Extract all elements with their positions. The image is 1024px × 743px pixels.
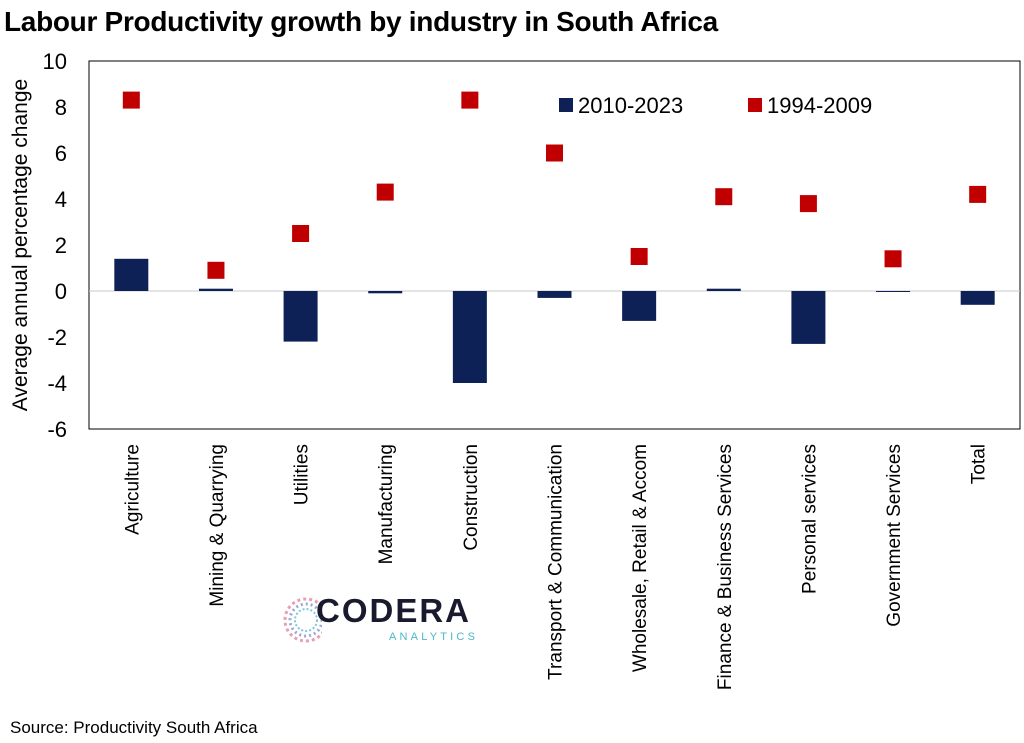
y-tick-label: -4	[47, 371, 67, 396]
x-tick-label-mining-quarrying: Mining & Quarrying	[207, 444, 228, 607]
marker-transport-communication	[546, 144, 563, 162]
marker-utilities	[292, 225, 310, 242]
legend-swatch-1994-2009	[748, 98, 762, 112]
x-tick-label-agriculture: Agriculture	[122, 444, 143, 535]
bar-government-services	[876, 291, 911, 292]
marker-manufacturing	[376, 183, 394, 201]
markers-group	[122, 91, 987, 279]
plot-area-frame	[88, 60, 1021, 430]
chart-title: Labour Productivity growth by industry i…	[4, 6, 718, 37]
codera-logo: CODERA ANALYTICS	[282, 590, 482, 652]
marker-personal-services	[799, 195, 817, 213]
legend-label-1994-2009: 1994-2009	[767, 93, 872, 118]
marker-mining-quarrying	[207, 261, 225, 279]
bar-finance-business-services	[706, 288, 741, 291]
x-tick-labels: Agriculture Mining & Quarrying Utilities Ma…	[122, 444, 989, 690]
y-tick-label: -2	[47, 325, 67, 350]
y-tick-label: 4	[55, 187, 67, 212]
marker-government-services	[884, 250, 902, 268]
bar-mining-quarrying	[198, 288, 233, 291]
legend-swatch-2010-2023	[559, 98, 573, 112]
marker-agriculture	[122, 91, 140, 109]
y-tick-label: -6	[47, 417, 67, 442]
bar-transport-communication	[537, 291, 572, 298]
bars-group	[114, 258, 995, 383]
x-tick-label-personal-services: Personal services	[799, 444, 820, 594]
logo-mark-icon	[283, 597, 322, 643]
x-tick-label-total: Total	[969, 444, 990, 484]
y-tick-label: 10	[43, 49, 67, 74]
marker-construction	[461, 91, 479, 109]
x-tick-label-manufacturing: Manufacturing	[376, 444, 397, 564]
marker-total	[969, 185, 987, 203]
bar-total	[960, 291, 995, 305]
y-tick-label: 8	[55, 95, 67, 120]
marker-finance-business-services	[715, 188, 733, 206]
x-tick-label-government-services: Government Services	[884, 444, 905, 627]
y-tick-labels: 10 8 6 4 2 0 -2 -4 -6	[43, 49, 67, 442]
legend-label-2010-2023: 2010-2023	[578, 93, 683, 118]
y-tick-label: 0	[55, 279, 67, 304]
x-tick-label-transport-communication: Transport & Communication	[546, 444, 567, 680]
marker-wholesale-retail-accom	[630, 248, 648, 265]
x-tick-label-finance-business-services: Finance & Business Services	[715, 444, 736, 690]
logo-wordmark: CODERA	[316, 592, 472, 629]
bar-utilities	[283, 291, 318, 342]
bar-construction	[452, 291, 487, 383]
bar-wholesale-retail-accom	[622, 291, 657, 321]
x-tick-label-utilities: Utilities	[292, 444, 313, 505]
bar-manufacturing	[368, 291, 403, 294]
legend: 2010-2023 1994-2009	[559, 93, 872, 118]
y-tick-label: 2	[55, 233, 67, 258]
y-tick-label: 6	[55, 141, 67, 166]
source-note: Source: Productivity South Africa	[10, 718, 258, 737]
y-axis-label: Average annual percentage change	[9, 79, 32, 411]
logo-subtitle: ANALYTICS	[389, 631, 479, 643]
x-tick-label-wholesale-retail-accom: Wholesale, Retail & Accom	[630, 444, 651, 672]
bar-personal-services	[791, 291, 826, 344]
bar-agriculture	[114, 258, 149, 291]
x-tick-label-construction: Construction	[461, 444, 482, 551]
